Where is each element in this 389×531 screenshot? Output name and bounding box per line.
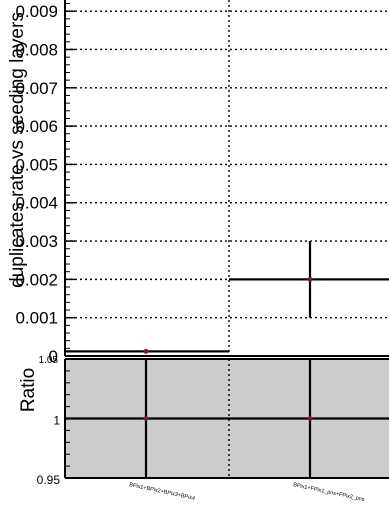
y-tick-label: 0.002 <box>15 270 58 289</box>
y-axis-title: duplicates rate vs seeding layers <box>7 12 28 288</box>
data-point <box>307 416 313 421</box>
y-tick-label: 1 <box>53 414 60 428</box>
y-tick-label: 0 <box>49 347 58 366</box>
y-tick-label: 0.001 <box>15 309 58 328</box>
y-tick-label: 0.007 <box>15 79 58 98</box>
y-tick-label: 0.005 <box>15 155 58 174</box>
ratio-panel: 0.95 1 BPix1+BPix2+BPix3+BPix4 BPix1+FPix1_… <box>37 355 389 503</box>
data-point <box>307 276 313 282</box>
plot-background <box>65 0 389 356</box>
top-panel: 0 0.001 0.002 0.003 0.004 0.005 0.006 0.007 0.00… <box>15 0 389 366</box>
ratio-top-tick-label: 1.05 <box>39 355 59 366</box>
y-tick-label: 0.95 <box>37 473 61 487</box>
ratio-axis-title: Ratio <box>18 368 39 412</box>
y-tick-label: 0.008 <box>15 40 58 59</box>
data-point <box>143 416 149 421</box>
x-category-label: BPix1+FPix1_pos+FPix2_pos <box>293 482 366 503</box>
y-tick-label: 0.004 <box>15 194 58 213</box>
data-point <box>143 348 149 354</box>
y-tick-label: 0.009 <box>15 2 58 21</box>
y-tick-label: 0.006 <box>15 117 58 136</box>
y-tick-label: 0.003 <box>15 232 58 251</box>
x-category-label: BPix1+BPix2+BPix3+BPix4 <box>129 482 196 502</box>
